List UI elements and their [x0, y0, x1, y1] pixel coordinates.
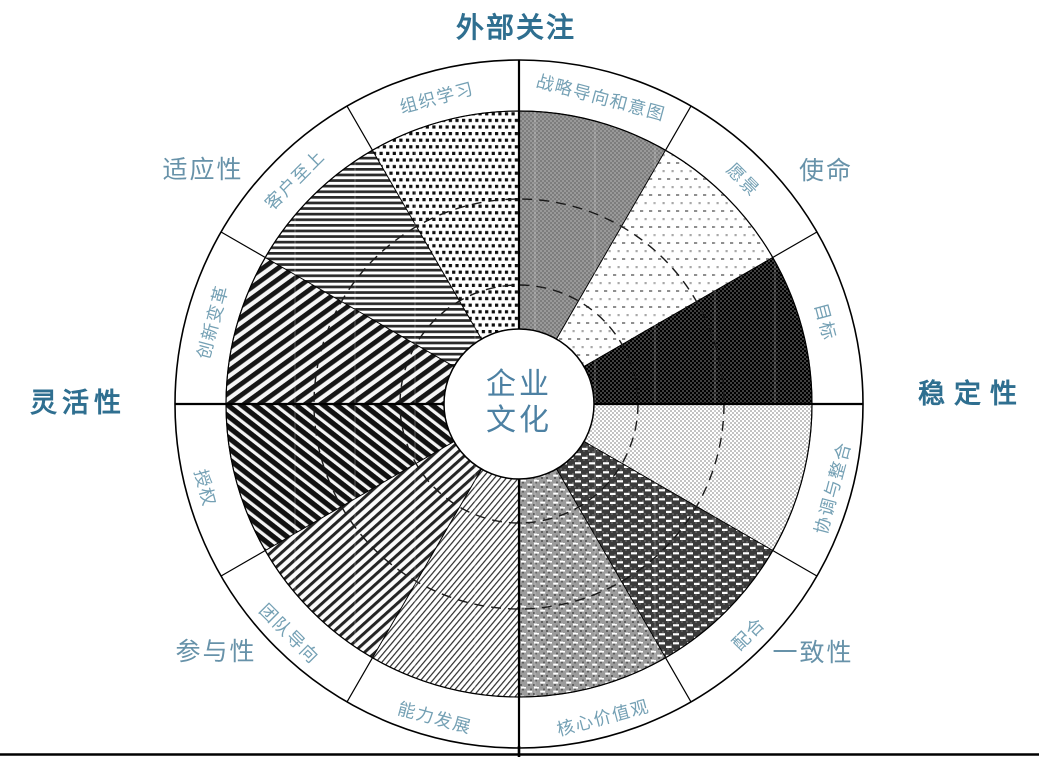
ring-divider-line	[346, 105, 374, 151]
axis-label-stability: 稳定性	[918, 378, 1026, 409]
ring-divider-line	[664, 105, 692, 151]
trait-label-mission: 使命	[799, 157, 853, 185]
axis-label-external-focus: 外部关注	[456, 11, 576, 43]
ring-divider-line	[220, 231, 266, 259]
ring-divider-line	[346, 657, 374, 703]
trait-label-involvement: 参与性	[175, 638, 256, 666]
ring-divider-line	[772, 549, 818, 577]
center-circle	[443, 328, 595, 480]
wheel-body: 战略导向和意图愿景目标协调与整合配合核心价值观能力发展团队导向授权创新变革客户至…	[174, 59, 864, 757]
trait-label-consistency: 一致性	[772, 639, 853, 667]
ring-divider-line	[664, 657, 692, 703]
center-label-line2: 文化	[486, 404, 552, 437]
trait-label-adaptability: 适应性	[162, 156, 243, 184]
axis-label-flexibility: 灵活性	[30, 388, 126, 418]
center-label-line1: 企业	[486, 368, 552, 401]
ring-divider-line	[220, 549, 266, 577]
ring-divider-line	[772, 231, 818, 259]
